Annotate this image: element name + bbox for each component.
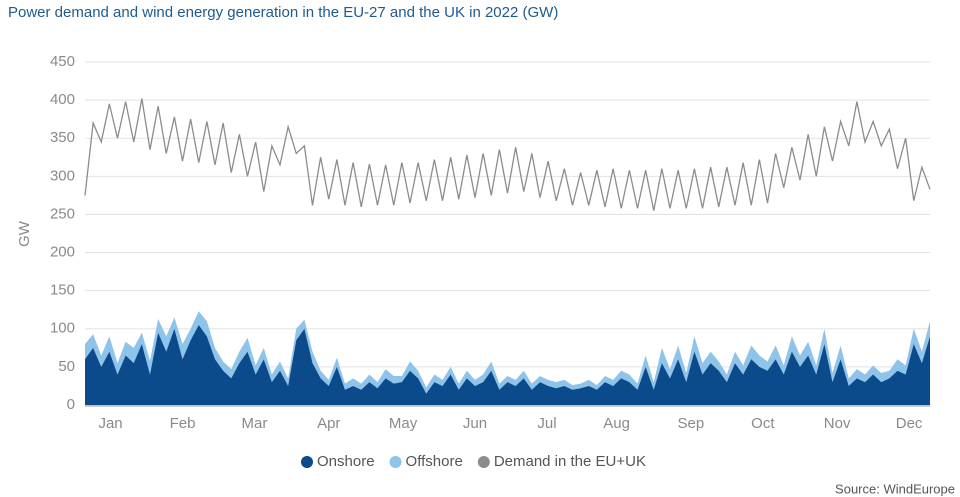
x-tick-label: May bbox=[389, 415, 418, 432]
y-tick-label: 450 bbox=[50, 53, 75, 70]
legend-label: Demand in the EU+UK bbox=[494, 453, 646, 470]
x-tick-label: Jun bbox=[463, 415, 487, 432]
x-tick-label: Mar bbox=[242, 415, 268, 432]
plot bbox=[84, 98, 931, 405]
y-tick-label: 150 bbox=[50, 282, 75, 299]
x-tick-label: Jan bbox=[98, 415, 122, 432]
x-tick-label: Feb bbox=[170, 415, 196, 432]
legend-swatch bbox=[301, 456, 313, 468]
x-tick-label: Nov bbox=[824, 415, 851, 432]
y-tick-label: 0 bbox=[67, 396, 75, 413]
y-tick-label: 50 bbox=[58, 358, 75, 375]
source: Source: WindEurope bbox=[835, 481, 955, 496]
legend-label: Offshore bbox=[406, 453, 463, 470]
x-tick-label: Aug bbox=[603, 415, 630, 432]
y-tick-label: 300 bbox=[50, 167, 75, 184]
demand-line bbox=[84, 98, 931, 211]
legend-label: Onshore bbox=[317, 453, 375, 470]
y-tick-label: 400 bbox=[50, 91, 75, 108]
y-tick-label: 100 bbox=[50, 320, 75, 337]
y-tick-label: 250 bbox=[50, 205, 75, 222]
area-0 bbox=[85, 324, 930, 405]
x-tick-label: Apr bbox=[317, 415, 340, 432]
legend-swatch bbox=[389, 456, 402, 468]
x-tick-label: Jul bbox=[537, 415, 556, 432]
x-tick-label: Sep bbox=[678, 415, 705, 432]
legend-swatch bbox=[477, 456, 490, 468]
area-1 bbox=[85, 311, 930, 394]
y-axis-label: GW bbox=[16, 220, 33, 247]
x-tick-label: Dec bbox=[896, 415, 923, 432]
y-tick-label: 200 bbox=[50, 244, 75, 261]
chart-title: Power demand and wind energy generation … bbox=[8, 4, 558, 21]
legend: Onshore Offshore Demand in the EU+UK bbox=[301, 453, 646, 470]
y-tick-label: 350 bbox=[50, 129, 75, 146]
x-tick-label: Oct bbox=[751, 415, 775, 432]
